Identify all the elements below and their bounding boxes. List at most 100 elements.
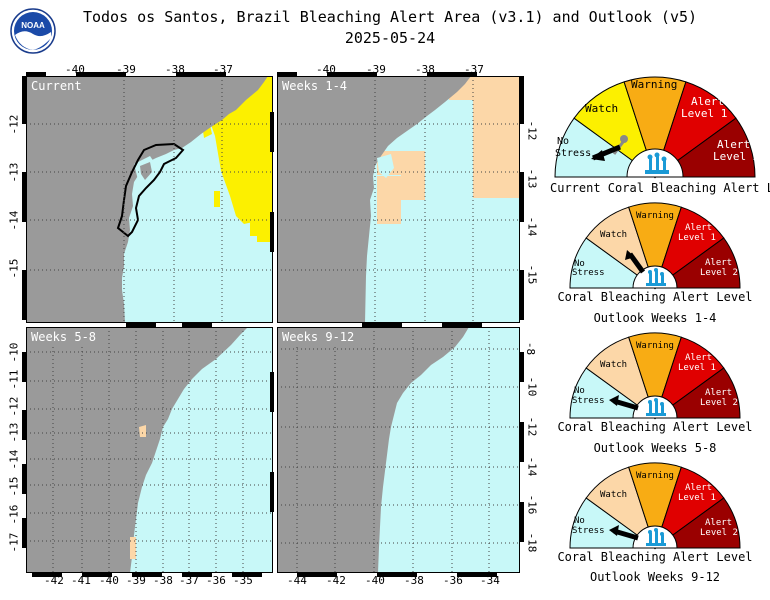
- tick-label-right-lat: -15: [525, 264, 539, 285]
- tick-label-right-lat: -14: [525, 456, 539, 477]
- gauge-label-warning: Warning: [636, 471, 674, 481]
- gauge-caption: Outlook Weeks 5-8: [593, 441, 717, 455]
- tick-label-right-lat: -12: [525, 120, 539, 141]
- tick-label-right-lat: -13: [525, 168, 539, 189]
- gauge-label-watch: Watch: [600, 230, 627, 240]
- gauge-label-alert2: Level 2: [700, 398, 738, 408]
- tick-label-bottom-lon: -41: [71, 574, 91, 587]
- tick-label-top-lon: -39: [366, 63, 386, 76]
- tick-label-top-lon: -38: [165, 63, 185, 76]
- tick-label-bottom-lon: -40: [365, 574, 385, 587]
- alert-gauge-weeks-1-4: No Stress Watch Warning Alert Level 1 Al…: [569, 202, 741, 290]
- alert-gauge-current: No Stress Watch Warning Alert Level 1 Al…: [554, 76, 759, 179]
- map-panel-weeks-1-4: Weeks 1-4: [277, 76, 520, 323]
- panel-label-current: Current: [31, 79, 82, 93]
- gauge-label-alert2: Level 2: [700, 528, 738, 538]
- gauge-label-alert2: Alert: [717, 138, 750, 151]
- tick-label-left-lat: -14: [7, 210, 21, 231]
- tick-label-top-lon: -38: [415, 63, 435, 76]
- alert-gauge-weeks-9-12: No Stress Watch Warning Alert Level 1 Al…: [569, 462, 741, 550]
- gauge-label-alert1: Alert: [691, 95, 724, 108]
- tick-label-left-lat: -11: [7, 369, 21, 390]
- tick-label-top-lon: -40: [316, 63, 336, 76]
- gauge-label-alert2: Level 2: [700, 268, 738, 278]
- tick-label-right-lat: -18: [525, 532, 539, 553]
- tick-label-left-lat: -17: [7, 532, 21, 553]
- gauge-caption: Coral Bleaching Alert Level: [557, 550, 753, 564]
- tick-label-left-lat: -13: [7, 422, 21, 443]
- tick-label-bottom-lon: -36: [206, 574, 226, 587]
- tick-label-bottom-lon: -38: [404, 574, 424, 587]
- tick-label-left-lat: -15: [7, 258, 21, 279]
- map-panel-current: Current: [26, 76, 273, 323]
- tick-label-left-lat: -14: [7, 449, 21, 470]
- tick-label-bottom-lon: -36: [443, 574, 463, 587]
- tick-label-top-lon: -39: [116, 63, 136, 76]
- gauge-label-no-stress: No: [574, 259, 585, 269]
- tick-label-bottom-lon: -42: [326, 574, 346, 587]
- gauge-caption: Coral Bleaching Alert Level: [557, 290, 753, 304]
- tick-label-top-lon: -37: [464, 63, 484, 76]
- tick-label-bottom-lon: -34: [480, 574, 500, 587]
- gauge-label-alert1: Level 1: [681, 107, 727, 120]
- gauge-label-no-stress: No: [574, 516, 585, 526]
- gauge-label-alert1: Level 1: [678, 493, 716, 503]
- tick-label-right-lat: -12: [525, 416, 539, 437]
- gauge-caption: Outlook Weeks 1-4: [593, 311, 717, 325]
- gauge-label-alert2: Alert: [705, 518, 732, 528]
- gauge-label-alert1: Alert: [685, 483, 712, 493]
- tick-label-right-lat: -16: [525, 494, 539, 515]
- gauge-label-alert1: Level 1: [678, 233, 716, 243]
- panel-label-weeks-5-8: Weeks 5-8: [31, 330, 96, 344]
- tick-label-top-lon: -40: [65, 63, 85, 76]
- noaa-logo-icon: NOAA: [10, 8, 56, 54]
- tick-label-left-lat: -12: [7, 396, 21, 417]
- gauge-label-alert2: Level 2: [713, 150, 759, 163]
- map-frame-ticks: [22, 72, 524, 577]
- page-title: Todos os Santos, Brazil Bleaching Alert …: [82, 8, 698, 26]
- tick-label-top-lon: -37: [213, 63, 233, 76]
- gauge-caption: Outlook Weeks 9-12: [589, 570, 721, 584]
- gauge-label-warning: Warning: [636, 211, 674, 221]
- tick-label-bottom-lon: -42: [44, 574, 64, 587]
- tick-label-bottom-lon: -35: [233, 574, 253, 587]
- gauge-label-no-stress: Stress: [555, 148, 591, 159]
- tick-label-left-lat: -10: [7, 342, 21, 363]
- gauge-label-alert1: Alert: [685, 223, 712, 233]
- gauge-label-watch: Watch: [585, 102, 618, 115]
- tick-label-bottom-lon: -44: [287, 574, 307, 587]
- tick-label-left-lat: -16: [7, 504, 21, 525]
- gauge-label-alert2: Alert: [705, 258, 732, 268]
- gauge-label-watch: Watch: [600, 360, 627, 370]
- page-date: 2025-05-24: [344, 29, 436, 47]
- map-panel-weeks-5-8: Weeks 5-8: [26, 327, 273, 573]
- gauge-label-no-stress: Stress: [572, 396, 605, 406]
- panel-label-weeks-1-4: Weeks 1-4: [282, 79, 347, 93]
- gauge-label-alert1: Level 1: [678, 363, 716, 373]
- tick-label-right-lat: -8: [524, 341, 538, 356]
- panel-label-weeks-9-12: Weeks 9-12: [282, 330, 354, 344]
- gauge-label-watch: Watch: [600, 490, 627, 500]
- tick-label-right-lat: -10: [525, 376, 539, 397]
- tick-label-bottom-lon: -40: [99, 574, 119, 587]
- gauge-label-warning: Warning: [636, 341, 674, 351]
- tick-label-bottom-lon: -38: [153, 574, 173, 587]
- tick-label-left-lat: -13: [7, 162, 21, 183]
- gauge-caption: Current Coral Bleaching Alert Level: [550, 181, 770, 195]
- tick-label-left-lat: -15: [7, 476, 21, 497]
- gauge-label-alert2: Alert: [705, 388, 732, 398]
- tick-label-right-lat: -14: [525, 216, 539, 237]
- gauge-label-no-stress: Stress: [572, 268, 605, 278]
- gauge-label-no-stress: No: [557, 136, 569, 147]
- tick-label-left-lat: -12: [7, 114, 21, 135]
- gauge-label-no-stress: No: [574, 386, 585, 396]
- gauge-label-no-stress: Stress: [572, 526, 605, 536]
- noaa-logo-text: NOAA: [21, 21, 45, 30]
- map-panel-weeks-9-12: Weeks 9-12: [277, 327, 520, 573]
- gauge-label-alert1: Alert: [685, 353, 712, 363]
- gauge-label-warning: Warning: [631, 78, 677, 91]
- tick-label-bottom-lon: -39: [126, 574, 146, 587]
- tick-label-bottom-lon: -37: [179, 574, 199, 587]
- alert-gauge-weeks-5-8: No Stress Watch Warning Alert Level 1 Al…: [569, 332, 741, 420]
- gauge-caption: Coral Bleaching Alert Level: [557, 420, 753, 434]
